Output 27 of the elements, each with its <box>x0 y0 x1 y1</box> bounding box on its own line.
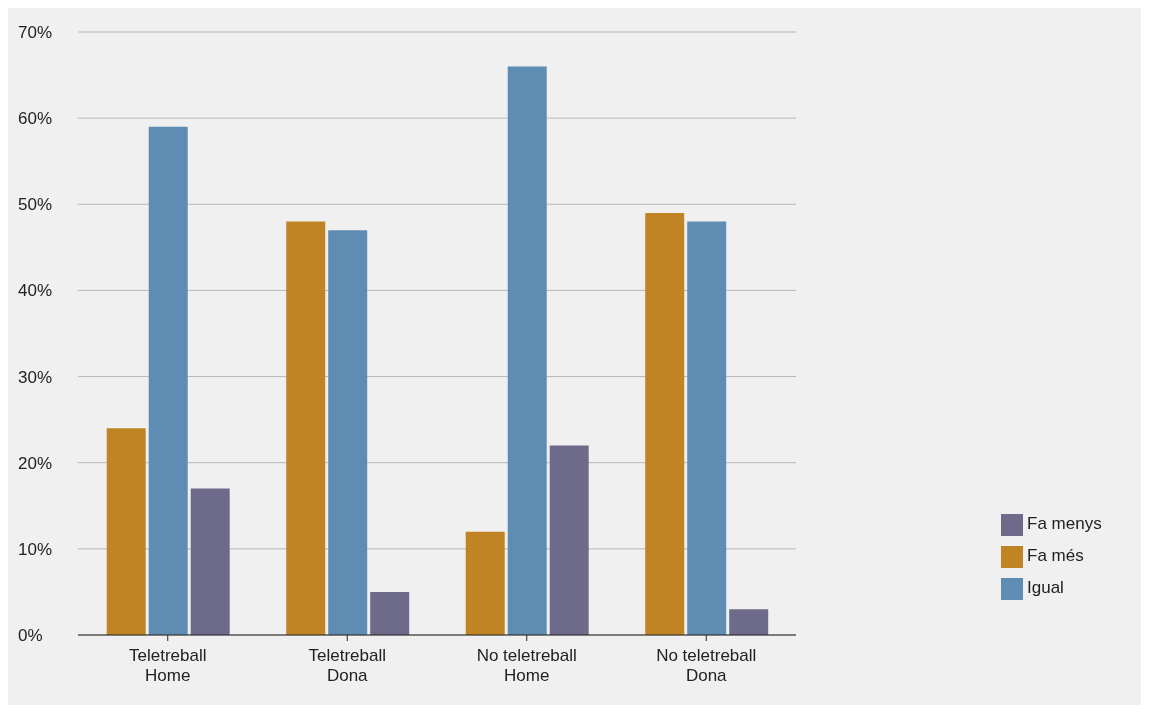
y-tick-label: 20% <box>18 453 53 473</box>
y-tick-label: 40% <box>18 281 53 301</box>
bar <box>328 230 368 635</box>
y-tick-label: 60% <box>18 109 53 129</box>
bar <box>106 428 146 635</box>
bar <box>549 445 589 635</box>
legend-label: Fa menys <box>1027 514 1102 533</box>
bar <box>687 221 727 635</box>
bar <box>729 609 769 635</box>
x-tick-label: Teletreball Home <box>129 646 207 685</box>
legend-label: Igual <box>1027 578 1064 597</box>
x-tick-label: No teletreball Dona <box>656 646 757 685</box>
y-tick-label: 10% <box>18 539 53 559</box>
y-tick-label: 70% <box>18 23 53 43</box>
y-tick-label: 0% <box>18 626 43 646</box>
x-tick-label: No teletreball Home <box>476 646 577 685</box>
bar <box>370 591 410 635</box>
bar <box>465 531 505 635</box>
legend-label: Fa més <box>1027 546 1084 565</box>
bar <box>507 66 547 635</box>
bar <box>148 126 188 635</box>
x-tick-label: Teletreball Dona <box>308 646 386 685</box>
y-tick-label: 30% <box>18 367 53 387</box>
bar <box>286 221 326 635</box>
y-tick-label: 50% <box>18 195 53 215</box>
bar <box>190 488 230 635</box>
bar <box>645 212 685 635</box>
